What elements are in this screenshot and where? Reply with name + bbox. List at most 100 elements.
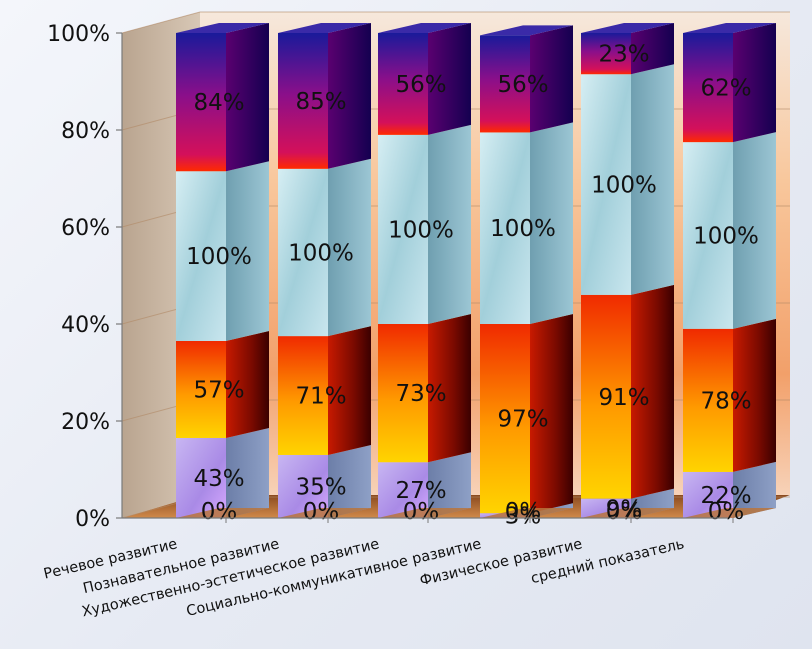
y-tick-label: 20% [61,410,110,435]
bar-segment-front [278,336,328,455]
bar-segment-side [226,23,269,172]
bar-segment-front [278,454,328,518]
bar-segment-front [176,340,226,438]
data-label: 0% [303,499,340,525]
bar-base [480,508,573,518]
bar-stack [480,25,573,518]
bar-base [176,508,269,518]
bar-segment-front [378,33,428,135]
bar-segment-side [530,314,573,514]
bar-base [278,508,371,518]
data-label: 22% [700,483,751,509]
bar-stack [278,23,371,518]
bar-segment-side [226,161,269,341]
data-label: 43% [193,466,244,492]
data-label: 56% [395,72,446,98]
bar-segment-front [176,171,226,341]
gridline [121,11,790,34]
data-label: 85% [295,89,346,115]
bar-segment-side [328,23,371,169]
data-label: 97% [497,407,548,433]
bar-segment-front [480,324,530,514]
bar-top [378,23,471,33]
y-tick-label: 100% [47,22,110,47]
bar-top [278,23,371,33]
bar-base [378,508,471,518]
bar-segment-side [733,461,776,518]
bar-segment-front [378,134,428,324]
bar-segment-front [378,324,428,463]
bar-segment-side [428,124,471,324]
data-label: 100% [186,244,252,270]
bar-segment-front [176,437,226,518]
y-tick-label: 40% [61,313,110,338]
bar-segment-front [278,168,328,337]
bar-segment-front [581,74,631,295]
bar-segment-side [530,122,573,324]
bars [176,23,776,518]
data-label: 73% [395,381,446,407]
data-label: 71% [295,384,346,410]
bar-segment-side [733,23,776,143]
data-label: 100% [693,223,759,249]
bar-top [176,23,269,33]
bar-segment-front [176,33,226,172]
bar-segment-side [631,64,674,295]
data-label: 56% [497,72,548,98]
data-label: 3% [505,504,542,530]
bar-segment-side [530,25,573,133]
data-label: 0% [606,499,643,525]
bar-segment-front [581,33,631,75]
bar-base [683,508,776,518]
bar-segment-side [428,452,471,518]
bar-segment-front [278,33,328,169]
bar-segment-side [226,427,269,518]
bar-segment-front [683,328,733,472]
data-label: 100% [591,173,657,199]
data-label: 27% [395,478,446,504]
data-label: 91% [598,385,649,411]
data-label: 0% [505,499,542,525]
bar-segment-front [480,35,530,133]
y-tick-label: 80% [61,119,110,144]
data-label: 100% [388,217,454,243]
bar-base [581,508,674,518]
data-label: 78% [700,388,751,414]
bar-segment-side [226,330,269,438]
bar-segment-side [428,314,471,463]
bar-segment-side [631,284,674,499]
bar-stack [378,23,471,518]
bar-segment-side [328,158,371,337]
bar-segment-front [683,33,733,143]
bar-segment-side [428,23,471,135]
bar-top [581,23,674,33]
bar-top [480,25,573,36]
y-axis: 0% 20% 40% 60% 80% 100% [47,22,123,532]
bar-stack [683,23,776,518]
data-label: 0% [201,499,238,525]
bar-segment-side [328,444,371,518]
data-label: 100% [288,240,354,266]
bar-segment-front [683,142,733,329]
bar-stack [581,23,674,518]
bar-segment-front [480,132,530,324]
bar-segment-front [581,294,631,499]
data-labels: 0%43%57%100%84%0%35%71%100%85%0%27%73%10… [186,42,759,530]
data-label: 84% [193,90,244,116]
data-label: 35% [295,474,346,500]
bar-stack [176,23,269,518]
bar-segment-side [733,132,776,329]
bar-segment-side [328,326,371,455]
data-label: 62% [700,76,751,102]
bar-top [683,23,776,33]
data-label: 0% [708,499,745,525]
data-label: 23% [598,42,649,68]
data-label: 0% [403,499,440,525]
y-tick-label: 60% [61,216,110,241]
data-label: 100% [490,216,556,242]
data-label: 57% [193,377,244,403]
bar-segment-side [631,23,674,75]
bar-segment-side [733,318,776,472]
